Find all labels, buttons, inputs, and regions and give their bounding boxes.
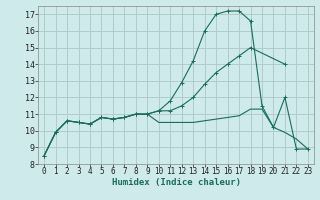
X-axis label: Humidex (Indice chaleur): Humidex (Indice chaleur): [111, 178, 241, 187]
